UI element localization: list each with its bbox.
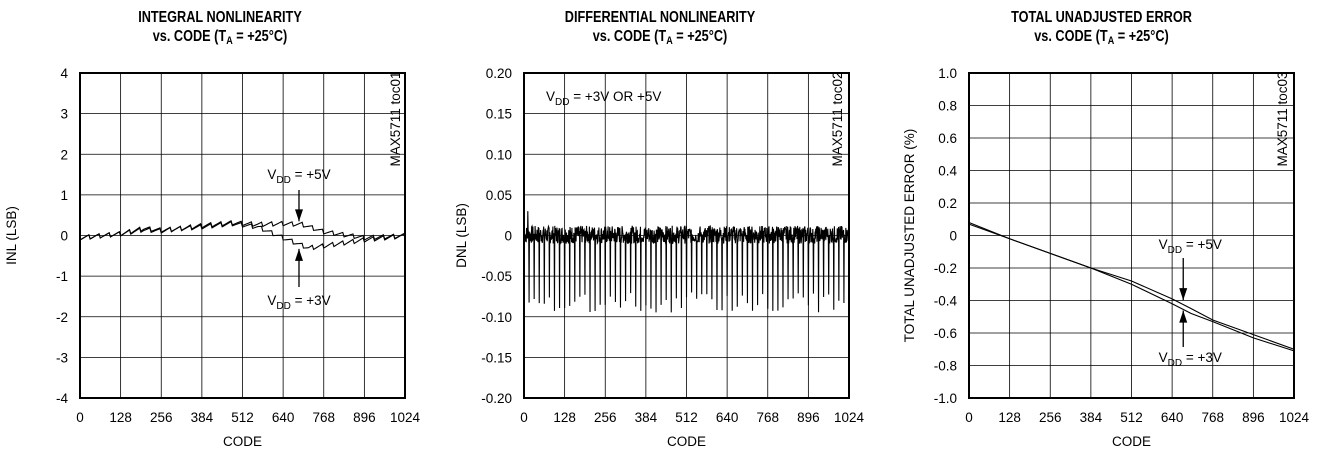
x-tick-label: 256 — [150, 410, 173, 425]
y-axis-label: INL (LSB) — [4, 206, 19, 265]
x-tick-label: 768 — [1201, 410, 1224, 425]
figure-id-label: MAX5711 toc02 — [830, 71, 845, 166]
y-tick-label: 4 — [60, 66, 68, 81]
series-label-vdd-5v: VDD = +5V — [1159, 237, 1222, 256]
y-axis-label: DNL (LSB) — [454, 203, 469, 268]
y-tick-label: -0.20 — [481, 391, 512, 406]
y-tick-label: -3 — [56, 350, 68, 365]
chart-title-line1: DIFFERENTIAL NONLINEARITY — [564, 9, 756, 26]
y-tick-label: -4 — [56, 391, 68, 406]
x-tick-label: 128 — [998, 410, 1021, 425]
x-tick-label: 0 — [76, 410, 84, 425]
x-axis-label: CODE — [223, 434, 262, 449]
series-line-vdd-3v — [968, 221, 1295, 352]
vdd-annotation: VDD = +3V OR +5V — [546, 89, 661, 108]
y-tick-label: 1.0 — [938, 66, 957, 81]
dnl-series-line — [523, 211, 850, 313]
y-tick-label: 0 — [60, 229, 68, 244]
x-tick-label: 384 — [1080, 410, 1103, 425]
arrow-vdd-3v-head — [294, 248, 303, 261]
x-tick-label: 896 — [353, 410, 376, 425]
y-tick-label: 1 — [60, 188, 68, 203]
plot-frame — [523, 72, 850, 399]
y-tick-label: -0.05 — [481, 269, 512, 284]
x-axis-label: CODE — [1112, 434, 1151, 449]
y-tick-label: 3 — [60, 107, 68, 122]
x-tick-label: 128 — [109, 410, 132, 425]
x-tick-label: 896 — [1242, 410, 1265, 425]
y-tick-label: -0.6 — [934, 326, 957, 341]
series-label-vdd-5v: VDD = +5V — [267, 167, 330, 186]
x-tick-label: 384 — [191, 410, 214, 425]
x-tick-label: 0 — [965, 410, 973, 425]
inl-chart-svg: 0 128 256 384 512 640 768 896 1024 4 3 2 1 0 -1 -2 -3 -4 C… — [4, 66, 421, 449]
x-tick-label: 640 — [1161, 410, 1184, 425]
y-tick-label: -0.8 — [934, 359, 957, 374]
x-tick-label: 1024 — [1279, 410, 1310, 425]
chart-title-line1: INTEGRAL NONLINEARITY — [138, 9, 302, 26]
dnl-chart-panel: DIFFERENTIAL NONLINEARITY vs. CODE (TA =… — [440, 0, 880, 454]
series-line-vdd-3v — [79, 220, 406, 251]
x-tick-label: 384 — [635, 410, 658, 425]
arrow-vdd-3v-head — [1179, 310, 1188, 323]
y-tick-label: -0.4 — [934, 294, 958, 309]
plot-frame — [79, 72, 406, 399]
y-tick-label: 0 — [949, 229, 957, 244]
x-tick-label: 128 — [553, 410, 576, 425]
y-tick-label: 0.05 — [486, 188, 512, 203]
x-tick-label: 896 — [797, 410, 820, 425]
arrow-vdd-5v-head — [1179, 288, 1188, 301]
x-tick-label: 1024 — [834, 410, 865, 425]
x-tick-label: 0 — [520, 410, 528, 425]
y-tick-label: 0.8 — [938, 99, 957, 114]
y-tick-label: 0.15 — [486, 107, 512, 122]
x-tick-label: 512 — [675, 410, 698, 425]
y-tick-label: -1 — [56, 269, 68, 284]
chart-title-line2: vs. CODE (TA = +25°C) — [1034, 28, 1169, 47]
y-tick-label: 0.4 — [938, 164, 957, 179]
plot-frame — [968, 72, 1295, 399]
x-tick-label: 640 — [716, 410, 739, 425]
figure-id-label: MAX5711 toc01 — [388, 71, 403, 166]
tue-chart-svg: 0 128 256 384 512 640 768 896 1024 1.0 0.8 0.6 0.4 0.… — [902, 66, 1310, 449]
chart-title-line1: TOTAL UNADJUSTED ERROR — [1011, 9, 1192, 26]
y-tick-label: -0.15 — [481, 350, 512, 365]
y-tick-label: 2 — [60, 147, 68, 162]
y-tick-label: -0.2 — [934, 261, 957, 276]
tue-chart-panel: TOTAL UNADJUSTED ERROR vs. CODE (TA = +2… — [880, 0, 1323, 454]
figure-id-label: MAX5711 toc03 — [1275, 71, 1290, 166]
x-tick-label: 256 — [594, 410, 617, 425]
y-tick-label: -0.10 — [481, 310, 512, 325]
x-tick-label: 512 — [1120, 410, 1143, 425]
series-label-vdd-3v: VDD = +3V — [267, 293, 330, 312]
y-tick-label: 0.6 — [938, 131, 957, 146]
y-axis-label: TOTAL UNADJUSTED ERROR (%) — [902, 129, 917, 343]
y-tick-label: 0.20 — [486, 66, 512, 81]
y-tick-label: 0.2 — [938, 196, 957, 211]
y-tick-label: -2 — [56, 310, 68, 325]
inl-chart-panel: INTEGRAL NONLINEARITY vs. CODE (TA = +25… — [0, 0, 440, 454]
x-tick-label: 512 — [231, 410, 254, 425]
y-tick-label: 0 — [504, 229, 512, 244]
chart-title-line2: vs. CODE (TA = +25°C) — [152, 28, 288, 47]
x-tick-label: 1024 — [390, 410, 421, 425]
y-tick-label: 0.10 — [486, 147, 512, 162]
x-tick-label: 640 — [272, 410, 295, 425]
x-tick-label: 256 — [1039, 410, 1062, 425]
x-axis-label: CODE — [667, 434, 706, 449]
arrow-vdd-5v-head — [294, 209, 303, 222]
dnl-chart-svg: 0 128 256 384 512 640 768 896 1024 0.20 0.15 0.10 0.… — [454, 66, 865, 449]
chart-title-line2: vs. CODE (TA = +25°C) — [592, 28, 728, 47]
y-tick-label: -1.0 — [934, 391, 957, 406]
x-tick-label: 768 — [312, 410, 335, 425]
series-label-vdd-3v: VDD = +3V — [1159, 350, 1222, 369]
x-tick-label: 768 — [756, 410, 779, 425]
